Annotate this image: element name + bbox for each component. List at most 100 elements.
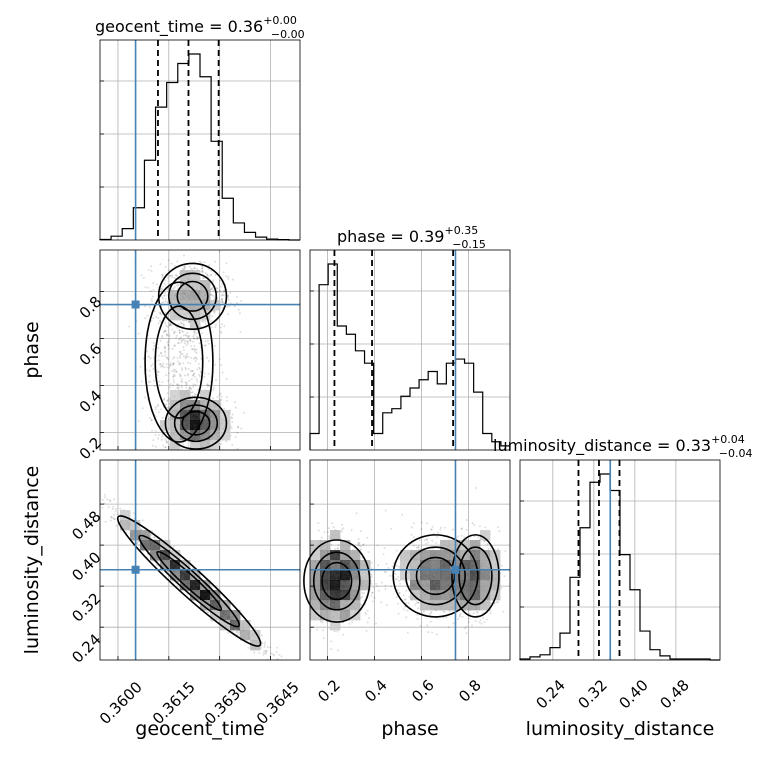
scatter-geocent-time-phase-cell-15-11 bbox=[210, 400, 221, 411]
scatter-geocent-time-phase-sample-2281 bbox=[179, 351, 182, 353]
scatter-geocent-time-phase-sample-1526 bbox=[214, 260, 217, 263]
scatter-geocent-time-phase-sample-1549 bbox=[216, 287, 218, 290]
scatter-geocent-time-luminosity-distance-sample-432 bbox=[285, 671, 287, 673]
scatter-geocent-time-luminosity-distance-sample-1328 bbox=[235, 631, 238, 634]
scatter-geocent-time-phase-sample-2306 bbox=[168, 334, 171, 337]
scatter-geocent-time-phase-sample-2500 bbox=[163, 397, 166, 400]
scatter-geocent-time-phase-sample-1697 bbox=[174, 277, 176, 280]
scatter-geocent-time-luminosity-distance-sample-264 bbox=[172, 545, 175, 548]
scatter-geocent-time-phase-sample-1655 bbox=[167, 301, 169, 304]
scatter-geocent-time-phase-sample-2408 bbox=[140, 380, 143, 383]
scatter-geocent-time-phase-sample-1025 bbox=[187, 456, 189, 458]
scatter-geocent-time-phase-sample-2541 bbox=[159, 363, 162, 366]
scatter-geocent-time-phase-sample-2227 bbox=[171, 384, 174, 387]
scatter-geocent-time-phase-sample-18 bbox=[190, 456, 192, 458]
scatter-geocent-time-phase-sample-1384 bbox=[187, 388, 190, 391]
scatter-geocent-time-luminosity-distance-sample-997 bbox=[265, 649, 268, 652]
scatter-geocent-time-phase-sample-1249 bbox=[201, 454, 203, 456]
scatter-geocent-time-phase-sample-2373 bbox=[185, 354, 187, 357]
scatter-geocent-time-phase-sample-2122 bbox=[194, 350, 197, 353]
scatter-geocent-time-phase-sample-2361 bbox=[152, 317, 155, 319]
scatter-geocent-time-phase-sample-2591 bbox=[157, 359, 160, 362]
scatter-geocent-time-phase-sample-571 bbox=[225, 396, 228, 398]
scatter-phase-luminosity-distance-sample-544 bbox=[373, 596, 376, 599]
scatter-geocent-time-luminosity-distance-sample-1345 bbox=[276, 662, 278, 664]
scatter-phase-luminosity-distance-sample-305 bbox=[361, 595, 364, 598]
scatter-geocent-time-luminosity-distance-sample-1255 bbox=[263, 646, 266, 649]
scatter-geocent-time-phase-frame bbox=[99, 249, 301, 451]
scatter-geocent-time-phase-sample-2192 bbox=[177, 338, 180, 341]
scatter-geocent-time-phase-sample-2112 bbox=[183, 374, 186, 377]
scatter-geocent-time-luminosity-distance-sample-615 bbox=[266, 646, 269, 649]
scatter-geocent-time-phase-blob-1-contour-0 bbox=[157, 262, 228, 331]
scatter-phase-luminosity-distance-sample-31 bbox=[370, 582, 373, 585]
scatter-geocent-time-phase-sample-2539 bbox=[178, 331, 181, 334]
panel-geocent-time-hist bbox=[99, 39, 301, 241]
scatter-geocent-time-phase-sample-2400 bbox=[164, 350, 166, 353]
scatter-geocent-time-phase-sample-2243 bbox=[152, 341, 155, 344]
scatter-geocent-time-phase-sample-2183 bbox=[185, 384, 187, 387]
scatter-geocent-time-phase-sample-2594 bbox=[196, 336, 199, 339]
scatter-geocent-time-phase-sample-2562 bbox=[198, 342, 201, 345]
scatter-geocent-time-luminosity-distance-sample-1217 bbox=[267, 661, 269, 663]
scatter-geocent-time-phase-sample-2151 bbox=[179, 363, 181, 366]
scatter-geocent-time-phase-cell-16-9 bbox=[190, 410, 201, 421]
scatter-geocent-time-phase-sample-1975 bbox=[190, 267, 193, 270]
scatter-geocent-time-phase-sample-1523 bbox=[166, 325, 169, 328]
scatter-geocent-time-phase-sample-2236 bbox=[187, 373, 190, 376]
panel-phase-hist bbox=[309, 249, 511, 451]
scatter-geocent-time-luminosity-distance-sample-1472 bbox=[235, 633, 238, 636]
scatter-geocent-time-phase-sample-1948 bbox=[211, 286, 214, 289]
scatter-geocent-time-luminosity-distance-cell-10-7 bbox=[170, 560, 181, 571]
scatter-geocent-time-phase-sample-2247 bbox=[166, 276, 169, 279]
scatter-geocent-time-phase-sample-1742 bbox=[182, 267, 185, 270]
scatter-geocent-time-luminosity-distance-sample-388 bbox=[86, 494, 88, 496]
scatter-geocent-time-phase-sample-1587 bbox=[226, 296, 229, 299]
scatter-geocent-time-phase-sample-2394 bbox=[172, 373, 175, 376]
scatter-phase-luminosity-distance-sample-220 bbox=[337, 649, 339, 652]
scatter-geocent-time-luminosity-distance-sample-1519 bbox=[132, 512, 135, 515]
scatter-geocent-time-phase-sample-1951 bbox=[210, 294, 213, 297]
scatter-geocent-time-luminosity-distance-sample-525 bbox=[275, 651, 278, 653]
scatter-geocent-time-luminosity-distance-sample-747 bbox=[85, 494, 87, 496]
scatter-geocent-time-phase-sample-1432 bbox=[161, 275, 164, 278]
scatter-phase-luminosity-distance-sample-541 bbox=[294, 567, 296, 569]
scatter-geocent-time-phase-sample-1855 bbox=[237, 308, 240, 311]
scatter-geocent-time-phase-sample-2528 bbox=[169, 383, 172, 386]
scatter-geocent-time-phase-cell-4-8 bbox=[180, 290, 191, 301]
scatter-geocent-time-luminosity-distance-sample-38 bbox=[284, 671, 286, 673]
scatter-geocent-time-luminosity-distance-sample-1415 bbox=[141, 519, 144, 522]
scatter-geocent-time-phase-sample-1267 bbox=[212, 455, 214, 457]
scatter-geocent-time-phase-sample-2140 bbox=[169, 323, 172, 326]
scatter-geocent-time-luminosity-distance-sample-136 bbox=[82, 489, 84, 491]
scatter-geocent-time-phase-sample-2177 bbox=[148, 369, 151, 372]
hist-phase-step bbox=[309, 263, 511, 450]
scatter-geocent-time-luminosity-distance-sample-87 bbox=[136, 542, 139, 545]
scatter-geocent-time-phase-sample-1556 bbox=[151, 300, 153, 303]
scatter-geocent-time-phase-sample-708 bbox=[157, 437, 160, 440]
scatter-phase-luminosity-distance-sample-515 bbox=[328, 537, 331, 540]
scatter-geocent-time-phase-sample-2319 bbox=[173, 344, 176, 347]
scatter-geocent-time-phase-sample-518 bbox=[196, 454, 198, 456]
scatter-geocent-time-phase-sample-2344 bbox=[186, 361, 189, 364]
scatter-geocent-time-luminosity-distance-cell-12-10 bbox=[200, 580, 211, 591]
scatter-geocent-time-phase-sample-2209 bbox=[192, 335, 195, 338]
scatter-geocent-time-phase-sample-786 bbox=[223, 407, 226, 410]
scatter-geocent-time-luminosity-distance-sample-622 bbox=[272, 653, 275, 656]
scatter-geocent-time-phase-sample-2573 bbox=[183, 342, 186, 345]
scatter-geocent-time-phase-sample-2460 bbox=[207, 360, 210, 362]
scatter-geocent-time-phase-sample-1565 bbox=[160, 287, 163, 290]
scatter-geocent-time-phase-sample-1854 bbox=[219, 289, 222, 292]
scatter-phase-luminosity-distance-sample-456 bbox=[320, 620, 322, 623]
scatter-geocent-time-luminosity-distance-sample-1375 bbox=[232, 630, 235, 633]
scatter-geocent-time-phase-sample-2160 bbox=[164, 321, 167, 324]
scatter-geocent-time-luminosity-distance-sample-540 bbox=[206, 611, 209, 614]
scatter-geocent-time-phase-cell-7-9 bbox=[190, 320, 201, 331]
scatter-geocent-time-phase-sample-1659 bbox=[204, 323, 207, 325]
scatter-geocent-time-phase-cell-17-10 bbox=[200, 420, 211, 431]
scatter-geocent-time-phase-sample-1470 bbox=[210, 287, 213, 290]
scatter-geocent-time-phase-sample-1998 bbox=[196, 268, 198, 271]
scatter-geocent-time-phase-sample-2230 bbox=[184, 366, 187, 369]
scatter-geocent-time-phase-sample-2451 bbox=[157, 403, 160, 406]
